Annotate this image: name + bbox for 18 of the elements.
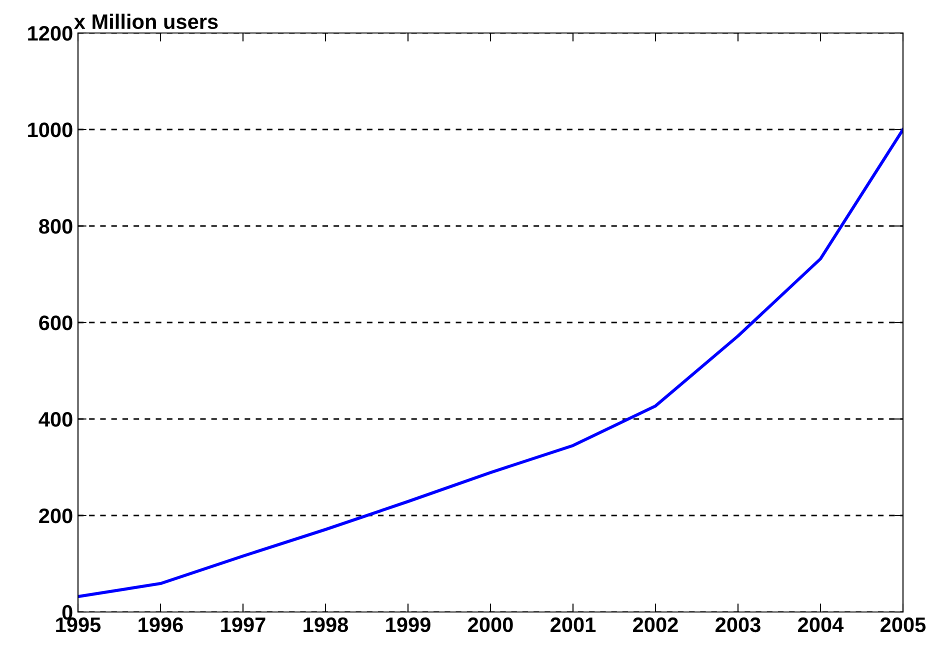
x-tick-label: 2004: [798, 617, 844, 632]
x-tick-label: 1997: [221, 617, 266, 632]
x-tick-label: 1996: [138, 617, 183, 632]
x-tick-label: 1998: [304, 617, 348, 632]
chart-title: x Million users: [74, 14, 218, 30]
y-tick-label: 600: [39, 316, 72, 330]
x-tick-label: 1999: [386, 617, 430, 632]
line-series: [78, 128, 903, 598]
y-tick-label: 1000: [28, 122, 72, 138]
x-tick-label: 2001: [550, 617, 596, 632]
x-tick-label: 2005: [880, 617, 926, 632]
y-tick-label: 200: [39, 508, 72, 524]
y-tick-label: 400: [38, 412, 72, 427]
x-tick-label: 2002: [633, 617, 678, 632]
x-tick-label: 2000: [468, 617, 513, 632]
y-tick-label: 1200: [28, 26, 72, 41]
x-tick-label: 2003: [716, 617, 760, 632]
y-tick-label: 800: [39, 219, 72, 234]
